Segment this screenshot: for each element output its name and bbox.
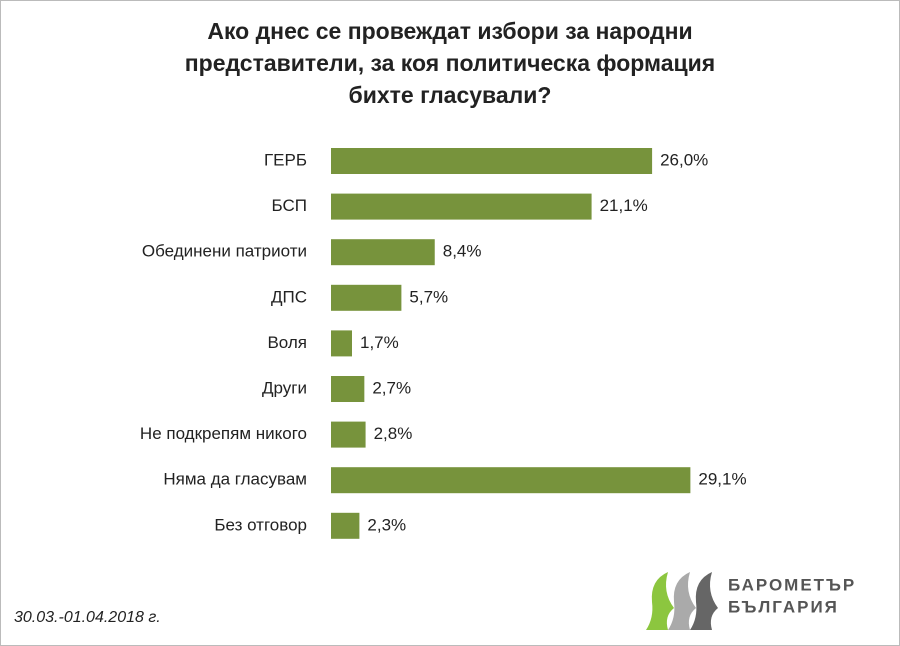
chart-title: Ако днес се провеждат избори за народни bbox=[207, 18, 692, 44]
bar bbox=[331, 376, 365, 402]
category-label: БСП bbox=[272, 196, 307, 215]
bar bbox=[331, 239, 435, 266]
category-label: Без отговор bbox=[214, 515, 307, 534]
logo-text: БАРОМЕТЪР bbox=[728, 575, 856, 594]
logo-text: БЪЛГАРИЯ bbox=[728, 597, 839, 616]
logo-mark bbox=[646, 572, 718, 630]
value-label: 29,1% bbox=[698, 470, 746, 489]
value-label: 5,7% bbox=[409, 287, 448, 306]
value-label: 21,1% bbox=[600, 196, 648, 215]
chart-title: представители, за коя политическа формац… bbox=[185, 50, 715, 76]
bar bbox=[331, 330, 352, 357]
category-label: Обединени патриоти bbox=[142, 242, 307, 261]
bar bbox=[331, 467, 691, 494]
category-label: ДПС bbox=[271, 287, 307, 306]
date: 30.03.-01.04.2018 г. bbox=[14, 609, 161, 626]
value-label: 26,0% bbox=[660, 150, 708, 169]
category-label: Няма да гласувам bbox=[163, 470, 307, 489]
value-label: 2,7% bbox=[372, 378, 411, 397]
value-label: 2,3% bbox=[367, 515, 406, 534]
bar bbox=[331, 193, 592, 220]
bar bbox=[331, 148, 653, 174]
category-label: Воля bbox=[267, 333, 307, 352]
value-label: 1,7% bbox=[360, 333, 399, 352]
bar bbox=[331, 421, 366, 448]
category-label: Други bbox=[262, 378, 307, 397]
bar bbox=[331, 512, 360, 539]
category-label: ГЕРБ bbox=[264, 150, 307, 169]
category-label: Не подкрепям никого bbox=[140, 424, 307, 443]
chart-title: бихте гласували? bbox=[348, 82, 551, 108]
value-label: 8,4% bbox=[443, 242, 482, 261]
bar bbox=[331, 284, 402, 311]
value-label: 2,8% bbox=[374, 424, 413, 443]
